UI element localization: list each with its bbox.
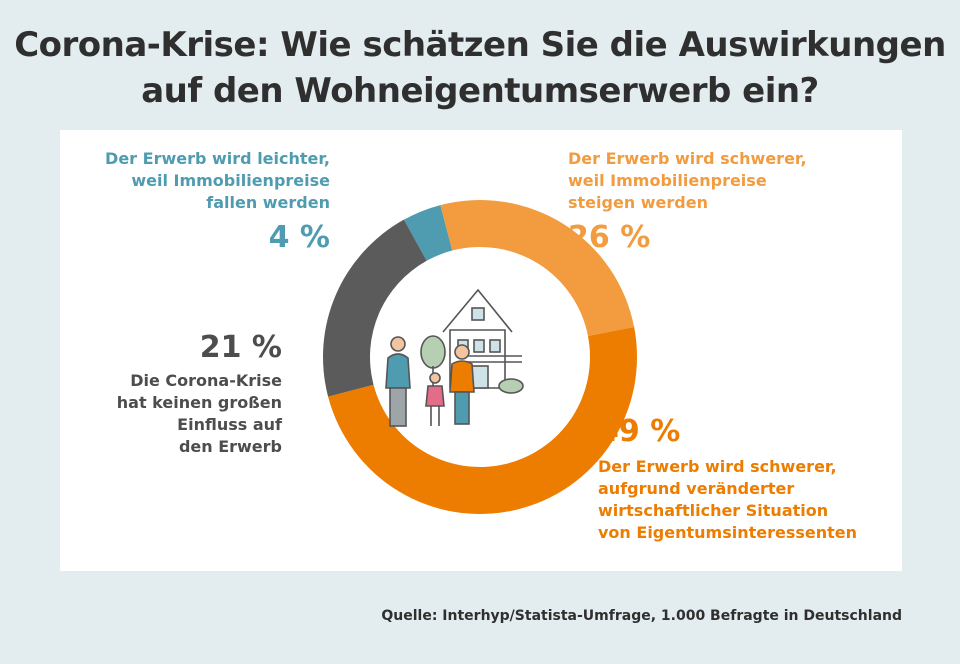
label-steigen-line-3: steigen werden <box>568 193 708 212</box>
value-wirtschaftlich: 49 % <box>598 414 681 449</box>
label-steigen-line-2: weil Immobilienpreise <box>568 171 767 190</box>
label-kein-einfluss-line-2: hat keinen großen <box>116 393 282 412</box>
label-slice-wirtschaftlich: 49 % Der Erwerb wird schwerer, aufgrund … <box>598 414 857 544</box>
label-wirtschaftlich-line-2: aufgrund veränderter <box>598 479 795 498</box>
value-kein-einfluss: 21 % <box>199 330 282 365</box>
label-kein-einfluss-line-3: Einfluss auf <box>177 415 282 434</box>
title-line-1: Corona-Krise: Wie schätzen Sie die Auswi… <box>14 25 946 65</box>
value-steigen: 26 % <box>568 220 651 255</box>
label-kein-einfluss-line-1: Die Corona-Krise <box>130 371 282 390</box>
label-slice-leichter: Der Erwerb wird leichter, weil Immobilie… <box>105 148 330 256</box>
label-slice-kein-einfluss: 21 % Die Corona-Krise hat keinen großen … <box>117 330 282 458</box>
donut-slices <box>323 200 637 514</box>
slice-kein-einfluss <box>323 219 427 397</box>
label-slice-steigen: Der Erwerb wird schwerer, weil Immobilie… <box>568 148 807 256</box>
donut-chart <box>323 200 637 514</box>
value-leichter: 4 % <box>268 220 330 255</box>
chart-title: Corona-Krise: Wie schätzen Sie die Auswi… <box>0 22 960 114</box>
chart-panel: Der Erwerb wird leichter, weil Immobilie… <box>60 130 902 571</box>
title-line-2: auf den Wohneigentumserwerb ein? <box>141 71 819 111</box>
label-wirtschaftlich-line-3: wirtschaftlicher Situation <box>598 501 829 520</box>
label-wirtschaftlich-line-4: von Eigentumsinteressenten <box>598 523 858 542</box>
slice-leichter <box>403 205 453 261</box>
label-leichter-line-1: Der Erwerb wird leichter, <box>105 149 330 168</box>
family-house-illustration <box>385 288 524 427</box>
slice-wirtschaftlich <box>328 327 637 514</box>
slice-steigen <box>440 200 635 337</box>
label-steigen-line-1: Der Erwerb wird schwerer, <box>568 149 807 168</box>
label-leichter-line-3: fallen werden <box>206 193 330 212</box>
label-leichter-line-2: weil Immobilienpreise <box>131 171 330 190</box>
source-note: Quelle: Interhyp/Statista-Umfrage, 1.000… <box>381 608 902 624</box>
label-kein-einfluss-line-4: den Erwerb <box>178 437 282 456</box>
label-wirtschaftlich-line-1: Der Erwerb wird schwerer, <box>598 457 837 476</box>
